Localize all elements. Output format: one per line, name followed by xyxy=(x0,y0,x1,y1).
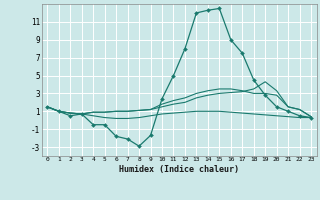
X-axis label: Humidex (Indice chaleur): Humidex (Indice chaleur) xyxy=(119,165,239,174)
